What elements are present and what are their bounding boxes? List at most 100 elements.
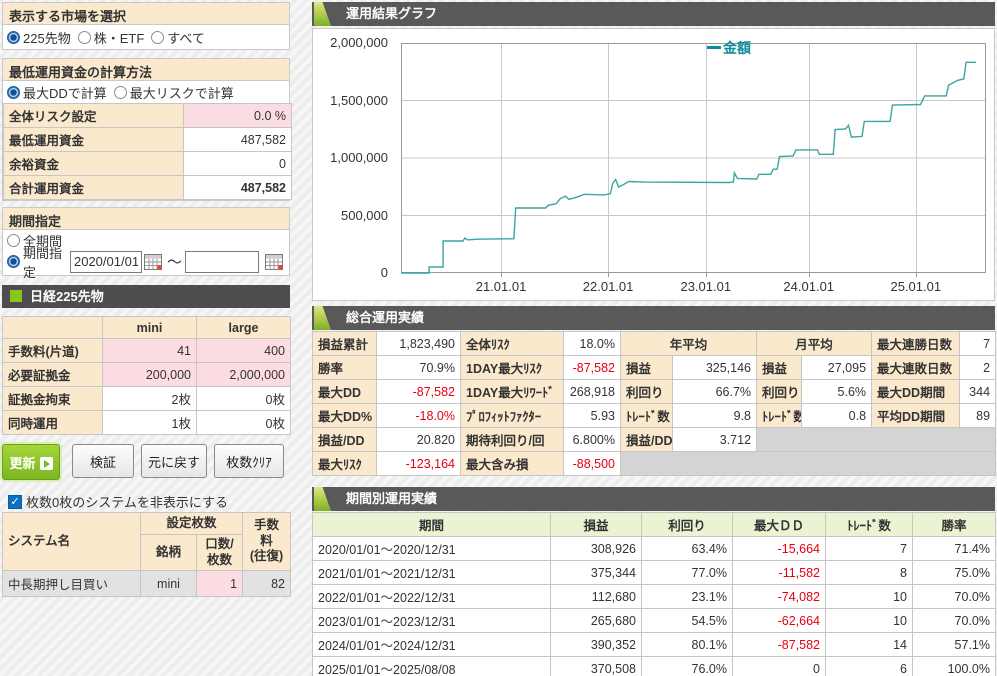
fund-label: 全体リスク設定: [3, 103, 184, 128]
revert-button[interactable]: 元に戻す: [141, 444, 207, 478]
date-from-input[interactable]: [69, 250, 142, 273]
period-results-section-header: 期間別運用実績: [312, 487, 995, 511]
period-value: 70.0%: [912, 608, 996, 633]
fund-row: 余裕資金 0: [3, 151, 292, 176]
update-button[interactable]: 更新: [2, 444, 60, 480]
period-row: 2020/01/01～2020/12/31 308,926 63.4% -15,664…: [312, 536, 996, 561]
period-value: -11,582: [732, 560, 826, 585]
radio-icon[interactable]: [7, 233, 20, 247]
period-title: 期間指定: [3, 208, 289, 230]
period-value: 6: [825, 656, 913, 676]
radio-option-custom-period[interactable]: 期間指定: [7, 243, 68, 281]
radio-option-max-dd[interactable]: 最大DDで計算: [7, 83, 107, 102]
period-value: 265,680: [550, 608, 642, 633]
period-panel: 期間指定 全期間 期間指定 ～: [2, 207, 290, 280]
radio-icon[interactable]: [151, 30, 165, 44]
metric-value: 7: [959, 331, 997, 356]
calendar-icon: [265, 253, 283, 270]
period-value: 23.1%: [641, 584, 733, 609]
period-value: 63.4%: [641, 536, 733, 561]
calendar-from-button[interactable]: [143, 253, 162, 270]
metric-label: 損益/DD: [620, 427, 673, 452]
metric-label: 損益: [620, 355, 673, 380]
summary-row: 勝率 70.9% 1DAY最大ﾘｽｸ -87,582 損益 325,146 損益 27,095…: [312, 355, 997, 380]
date-to-input[interactable]: [185, 250, 259, 273]
period-range: 2024/01/01～2024/12/31: [312, 632, 551, 657]
radio-icon[interactable]: [113, 85, 127, 99]
table-row: 手数料(片道) 41 400: [2, 338, 291, 363]
metric-label: 最大DD%: [312, 403, 377, 428]
table-header-row: 期間 損益 利回り 最大ＤＤ ﾄﾚｰﾄﾞ数 勝率: [312, 512, 996, 537]
legend-line-sample: [707, 46, 721, 49]
period-range: 2020/01/01～2020/12/31: [312, 536, 551, 561]
y-axis-tick-label: 500,000: [341, 207, 388, 223]
y-axis-tick-label: 1,000,000: [330, 150, 388, 165]
fund-calc-panel: 最低運用資金の計算方法 最大DDで計算 最大リスクで計算 全体リスク設定 0.0 …: [2, 58, 292, 201]
x-axis-tick-label: 21.01.01: [475, 279, 527, 294]
period-value: 112,680: [550, 584, 642, 609]
radio-option-225-futures[interactable]: 225先物: [7, 28, 71, 47]
system-lot-count[interactable]: 1: [195, 570, 244, 598]
fund-value: 0: [183, 151, 292, 176]
radio-icon[interactable]: [77, 30, 91, 44]
period-col-header: ﾄﾚｰﾄﾞ数: [825, 512, 913, 537]
col-lot-count: 口数/ 枚数: [195, 533, 244, 572]
radio-label: 期間指定: [23, 245, 63, 280]
setting-label: 必要証拠金: [2, 362, 103, 387]
period-value: 0: [732, 656, 826, 676]
setting-value[interactable]: 2,000,000: [196, 362, 291, 387]
metric-value: 70.9%: [376, 355, 461, 380]
setting-value[interactable]: 400: [196, 338, 291, 363]
period-value: -74,082: [732, 584, 826, 609]
metric-value: 20.820: [376, 427, 461, 452]
metric-value: 5.6%: [801, 379, 873, 404]
metric-value: 3.712: [671, 427, 758, 452]
nikkei225-section-header: 日経225先物: [2, 285, 290, 308]
checkbox-label: 枚数0枚のシステムを非表示にする: [26, 495, 228, 510]
fund-value: 487,582: [183, 127, 292, 152]
metric-value: 18.0%: [563, 331, 621, 356]
radio-option-full-period[interactable]: 全期間: [7, 231, 62, 250]
radio-label: 最大DDで計算: [23, 85, 107, 101]
fund-row: 合計運用資金 487,582: [3, 175, 292, 200]
hide-zero-systems-checkbox[interactable]: ✓ 枚数0枚のシステムを非表示にする: [4, 490, 290, 513]
metric-label: 全体ﾘｽｸ: [460, 331, 564, 356]
radio-icon[interactable]: [7, 30, 20, 44]
radio-option-stock-etf[interactable]: 株・ETF: [77, 28, 144, 47]
x-axis-tick-label: 25.01.01: [890, 279, 942, 294]
radio-option-all-markets[interactable]: すべて: [151, 28, 205, 47]
chart-legend: 金額: [707, 38, 751, 58]
metric-label: 勝率: [312, 355, 377, 380]
metric-value: -87,582: [376, 379, 461, 404]
setting-label: 手数料(片道): [2, 338, 103, 363]
radio-icon[interactable]: [7, 85, 20, 99]
fund-calc-title: 最低運用資金の計算方法: [3, 59, 289, 81]
period-value: 390,352: [550, 632, 642, 657]
metric-label: 損益/DD: [312, 427, 377, 452]
calendar-to-button[interactable]: [265, 253, 283, 270]
period-col-header: 期間: [312, 512, 551, 537]
setting-value: 1枚: [102, 410, 197, 435]
checkbox-checked-icon[interactable]: ✓: [8, 494, 22, 509]
period-value: 57.1%: [912, 632, 996, 657]
period-value: 14: [825, 632, 913, 657]
period-row: 2022/01/01～2022/12/31 112,680 23.1% -74,082…: [312, 584, 996, 609]
setting-value[interactable]: 200,000: [102, 362, 197, 387]
metric-value: 9.8: [671, 403, 758, 428]
verify-button[interactable]: 検証: [72, 444, 134, 478]
period-value: 71.4%: [912, 536, 996, 561]
table-row: 必要証拠金 200,000 2,000,000: [2, 362, 291, 387]
setting-value[interactable]: 41: [102, 338, 197, 363]
radio-icon[interactable]: [7, 255, 20, 268]
period-value: 10: [825, 608, 913, 633]
clear-count-button[interactable]: 枚数ｸﾘｱ: [214, 444, 284, 478]
col-fee-roundtrip: 手数料 (往復): [242, 511, 292, 572]
setting-label: 同時運用: [2, 410, 103, 435]
metric-label: 最大連勝日数: [871, 331, 961, 356]
metric-label: ﾄﾚｰﾄﾞ数: [756, 403, 803, 428]
fund-value[interactable]: 0.0 %: [183, 103, 292, 128]
table-header-row: 銘柄 口数/ 枚数: [3, 533, 291, 572]
radio-option-max-risk[interactable]: 最大リスクで計算: [113, 83, 234, 102]
legend-label: 金額: [723, 40, 751, 56]
